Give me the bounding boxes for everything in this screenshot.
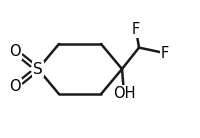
Text: OH: OH bbox=[113, 86, 135, 101]
Text: O: O bbox=[9, 79, 21, 94]
Text: F: F bbox=[132, 22, 140, 37]
Text: S: S bbox=[33, 62, 43, 76]
Text: O: O bbox=[9, 44, 21, 59]
Text: F: F bbox=[161, 46, 169, 61]
